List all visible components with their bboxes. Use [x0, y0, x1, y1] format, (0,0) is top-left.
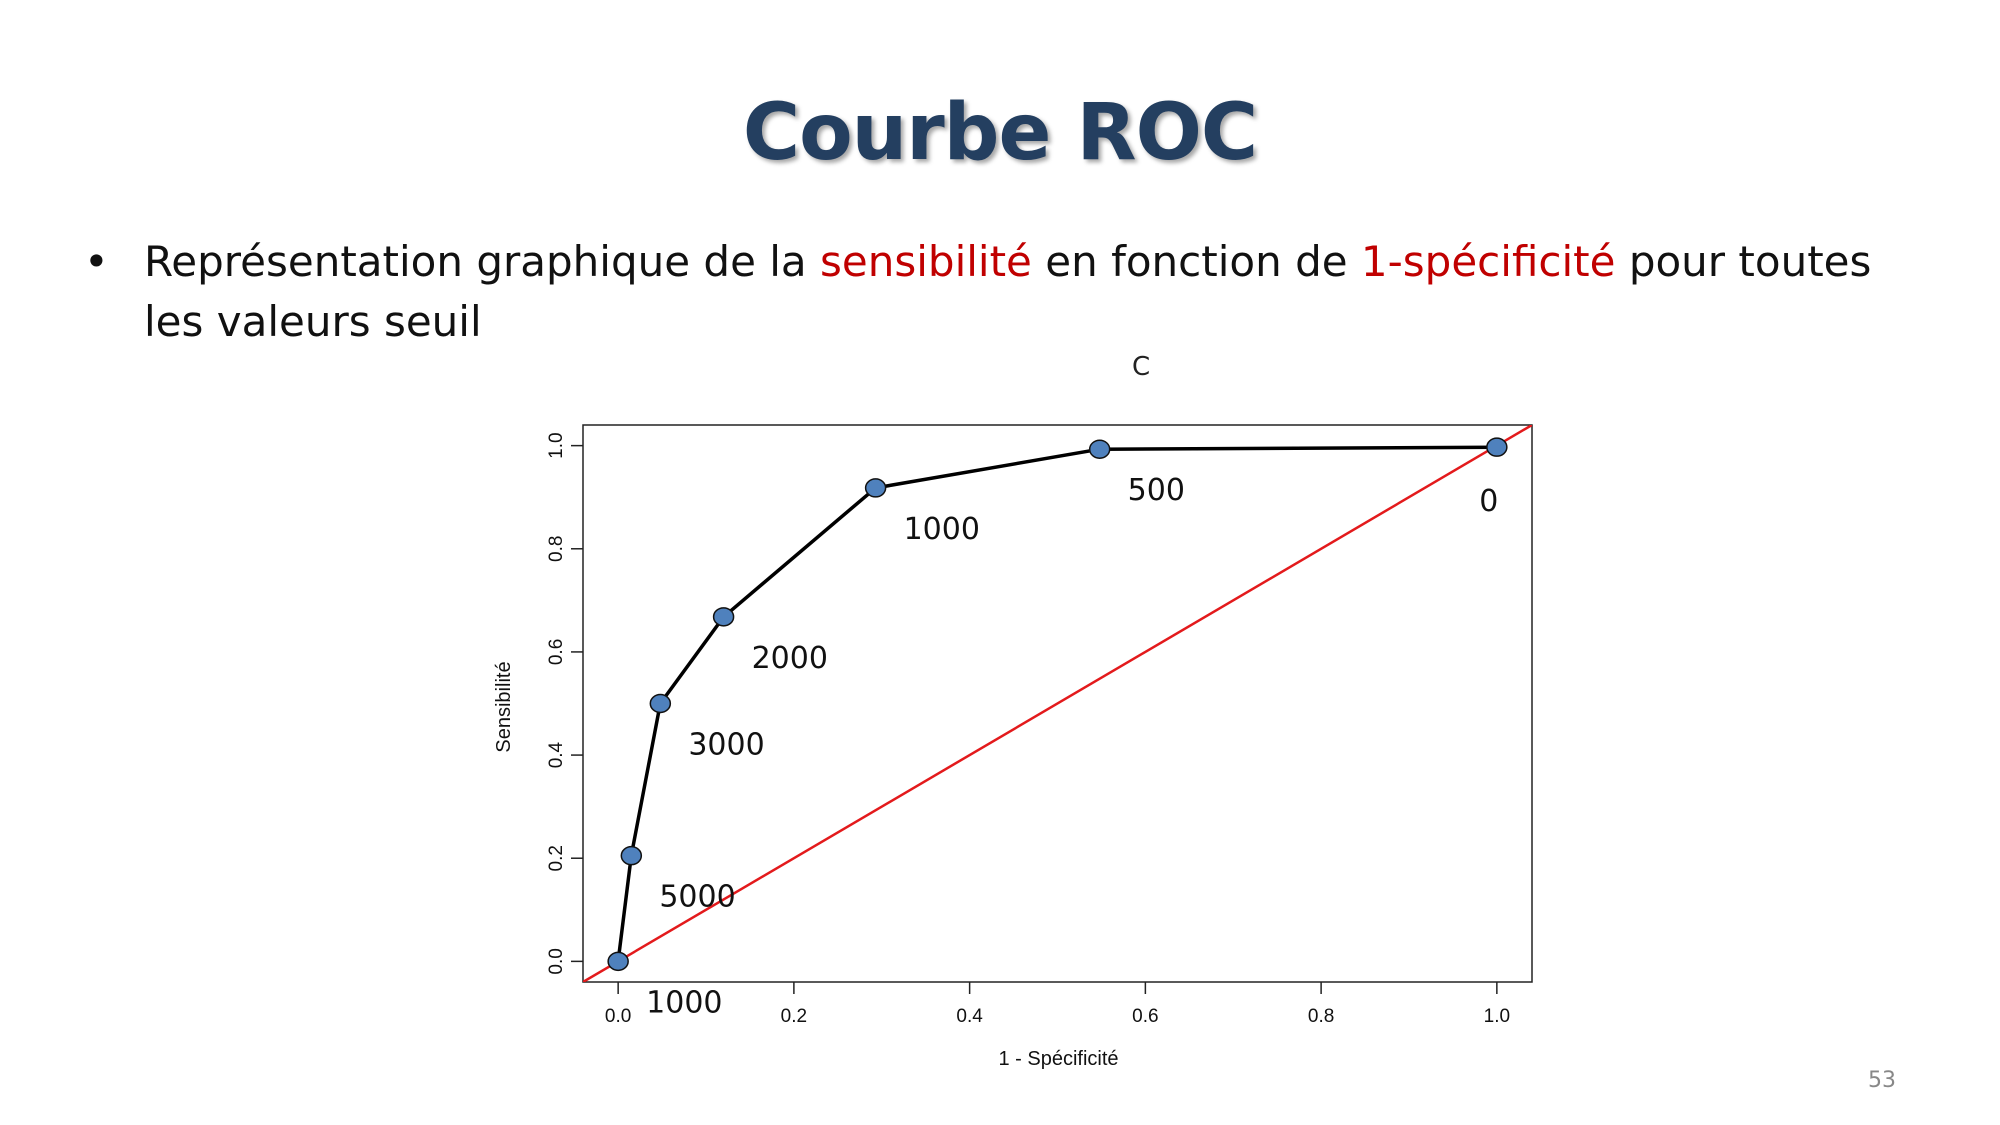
x-tick-label: 0.6	[1132, 1006, 1158, 1027]
x-tick-label: 0.8	[1308, 1006, 1334, 1027]
roc-point-label: 5000	[659, 880, 735, 915]
slide-title: Courbe ROC	[742, 88, 1258, 178]
y-tick-label: 0.6	[546, 639, 567, 665]
roc-point	[864, 478, 887, 498]
x-tick-label: 0.2	[781, 1006, 807, 1027]
x-axis-title: 1 - Spécificité	[998, 1048, 1118, 1070]
roc-point-label: 0	[1479, 484, 1498, 519]
bullet-text-part: en fonction de	[1031, 237, 1361, 286]
plot-frame	[582, 424, 1533, 983]
y-tick-label: 0.4	[546, 741, 567, 768]
bullet-text-part: Représentation graphique de la	[144, 237, 821, 286]
y-axis-title: Sensibilité	[493, 661, 515, 752]
bullet-text: Représentation graphique de la sensibili…	[144, 232, 1904, 352]
roc-point	[620, 845, 643, 866]
x-tick-label: 0.0	[605, 1006, 631, 1027]
roc-point	[607, 951, 629, 972]
roc-point	[1088, 439, 1111, 459]
stray-mark: C	[1132, 352, 1151, 382]
roc-point-label: 3000	[688, 728, 764, 763]
y-tick-label: 1.0	[546, 432, 567, 458]
roc-point	[649, 693, 672, 714]
highlight-sensibilite: sensibilité	[820, 237, 1032, 286]
y-tick-label: 0.0	[546, 948, 567, 974]
roc-point-label: 1000	[904, 512, 980, 547]
y-tick-label: 0.8	[546, 536, 567, 562]
reference-diagonal-line	[583, 425, 1532, 982]
roc-point	[712, 607, 735, 627]
x-tick-label: 0.4	[956, 1006, 983, 1027]
highlight-specificite: 1-spécificité	[1360, 237, 1616, 286]
page-number: 53	[1868, 1068, 1896, 1093]
roc-point-label: 2000	[752, 641, 828, 676]
bullet-icon: •	[84, 237, 109, 286]
roc-point	[1486, 437, 1508, 457]
y-tick-label: 0.2	[546, 845, 567, 871]
roc-point-label: 500	[1128, 473, 1185, 508]
x-tick-label: 1.0	[1484, 1006, 1510, 1027]
roc-point-label: 1000	[646, 985, 722, 1020]
bullet-text-part: pour toutes les valeurs seuil	[144, 237, 1872, 346]
